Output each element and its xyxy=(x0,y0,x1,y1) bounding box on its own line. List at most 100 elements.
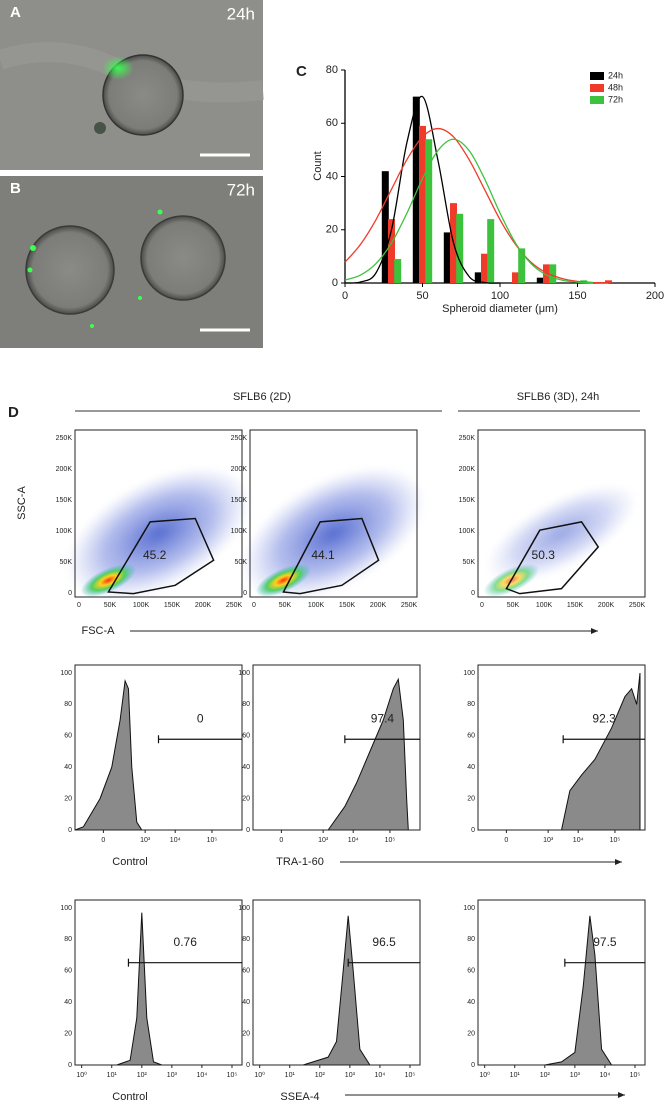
y-tick-label: 80 xyxy=(64,936,72,943)
plot-frame xyxy=(477,664,646,831)
fluorescence xyxy=(157,209,163,215)
bar xyxy=(381,171,389,283)
y-tick-label: 100 xyxy=(238,905,250,912)
y-tick-label: 100 xyxy=(238,670,250,677)
x-tick-label: 10⁴ xyxy=(573,837,584,844)
y-tick-label: 40 xyxy=(64,999,72,1006)
plot-frame xyxy=(252,899,421,1066)
histogram xyxy=(302,915,371,1066)
bar xyxy=(549,264,557,283)
density-core xyxy=(255,563,312,597)
fluorescence xyxy=(90,324,94,328)
scatter-plot: 44.1 00 50K 50K 100K 100K 150K 150K 200K 200K 250K… xyxy=(231,429,426,609)
y-tick-label: 250K xyxy=(459,435,476,442)
fluorescence xyxy=(30,245,36,251)
y-tick-label: 200K xyxy=(56,466,73,473)
x-tick-label: 10³ xyxy=(345,1072,356,1079)
spheroid xyxy=(25,225,115,315)
gate-value: 0 xyxy=(197,711,204,725)
x-axis-title: Spheroid diameter (μm) xyxy=(442,303,558,315)
gate-value: 97.5 xyxy=(593,935,617,949)
panel-label: A xyxy=(10,4,21,21)
y-tick-label: 20 xyxy=(64,795,72,802)
y-tick-label: 50K xyxy=(60,559,73,566)
y-tick-label: 0 xyxy=(471,590,475,597)
x-tick-label: 10³ xyxy=(140,837,151,844)
y-axis-title: Count xyxy=(312,151,324,180)
gate-value: 92.3 xyxy=(592,711,616,725)
panel-label: C xyxy=(296,63,307,80)
y-tick-label: 60 xyxy=(467,733,475,740)
bar xyxy=(518,248,526,283)
x-tick-label: 100 xyxy=(491,290,509,302)
x-tick-label: 10⁴ xyxy=(170,837,181,844)
histogram-plot: 0 20 40 60 80 100 10⁰ 10¹ 10² 10³ 10⁴ 10⁵ 96.5 xyxy=(238,899,421,1079)
fit-curve xyxy=(344,138,594,284)
y-tick-label: 100K xyxy=(231,528,248,535)
x-tick-label: 10⁵ xyxy=(405,1072,416,1079)
gate-value: 50.3 xyxy=(532,548,556,562)
fit-curve xyxy=(344,95,501,284)
histogram-plot: 0 20 40 60 80 100 0 10³ 10⁴ 10⁵ 92.3 xyxy=(463,664,646,844)
y-tick-label: 60 xyxy=(326,117,338,129)
x-tick-label: 0 xyxy=(77,602,81,609)
plot-frame xyxy=(477,899,646,1066)
fluorescence xyxy=(102,56,134,80)
gate-value: 96.5 xyxy=(372,935,396,949)
plot-frame xyxy=(252,664,421,831)
y-tick-label: 40 xyxy=(242,999,250,1006)
x-tick-label: 50 xyxy=(416,290,428,302)
x-tick-label: 250K xyxy=(401,602,418,609)
row-label: Control xyxy=(112,1091,147,1101)
scatter-plot: 50.3 00 50K 50K 100K 100K 150K 150K 200K 200K 250K… xyxy=(459,429,646,609)
x-tick-label: 50K xyxy=(104,602,117,609)
x-tick-label: 10⁵ xyxy=(227,1072,238,1079)
x-tick-label: 10¹ xyxy=(107,1072,118,1079)
bar xyxy=(412,96,420,283)
x-tick-label: 0 xyxy=(504,837,508,844)
gate xyxy=(505,521,600,595)
y-tick-label: 20 xyxy=(242,1030,250,1037)
bar xyxy=(536,277,544,283)
x-tick-label: 200K xyxy=(370,602,387,609)
y-tick-label: 150K xyxy=(459,497,476,504)
y-tick-label: 80 xyxy=(242,701,250,708)
y-tick-label: 80 xyxy=(64,701,72,708)
y-tick-label: 0 xyxy=(68,1062,72,1069)
cell-debris xyxy=(94,122,106,134)
histogram xyxy=(327,677,409,831)
y-tick-label: 40 xyxy=(467,999,475,1006)
y-tick-label: 150K xyxy=(231,497,248,504)
x-tick-label: 0 xyxy=(279,837,283,844)
y-tick-label: 100 xyxy=(60,670,72,677)
gate xyxy=(282,517,380,595)
bar xyxy=(543,264,550,283)
y-tick-label: 0 xyxy=(68,590,72,597)
panel-label: B xyxy=(10,180,21,197)
group-title: SFLB6 (3D), 24h xyxy=(517,391,600,403)
y-tick-label: 60 xyxy=(64,733,72,740)
histogram xyxy=(544,915,613,1066)
x-tick-label: 200K xyxy=(598,602,615,609)
x-tick-label: 10² xyxy=(137,1072,148,1079)
histogram-plot: 0 20 40 60 80 100 0 10³ 10⁴ 10⁵ 97.4 xyxy=(238,664,421,844)
legend-swatch xyxy=(590,96,604,104)
histogram xyxy=(560,672,641,831)
row-label: TRA-1-60 xyxy=(276,856,324,868)
y-tick-label: 250K xyxy=(231,435,248,442)
y-tick-label: 20 xyxy=(467,1030,475,1037)
arrow-head xyxy=(618,1092,625,1098)
panel-b: B 72h xyxy=(0,176,263,348)
bar xyxy=(456,213,464,283)
plot-frame xyxy=(74,899,243,1066)
x-tick-label: 10³ xyxy=(570,1072,581,1079)
x-tick-label: 150 xyxy=(568,290,586,302)
bar xyxy=(419,125,426,283)
gate xyxy=(107,517,215,595)
bar xyxy=(512,272,519,283)
x-tick-label: 0 xyxy=(342,290,348,302)
group-title: SFLB6 (2D) xyxy=(233,391,291,403)
y-tick-label: 20 xyxy=(326,224,338,236)
x-tick-label: 10⁰ xyxy=(254,1071,265,1079)
x-tick-label: 10⁵ xyxy=(630,1072,641,1079)
